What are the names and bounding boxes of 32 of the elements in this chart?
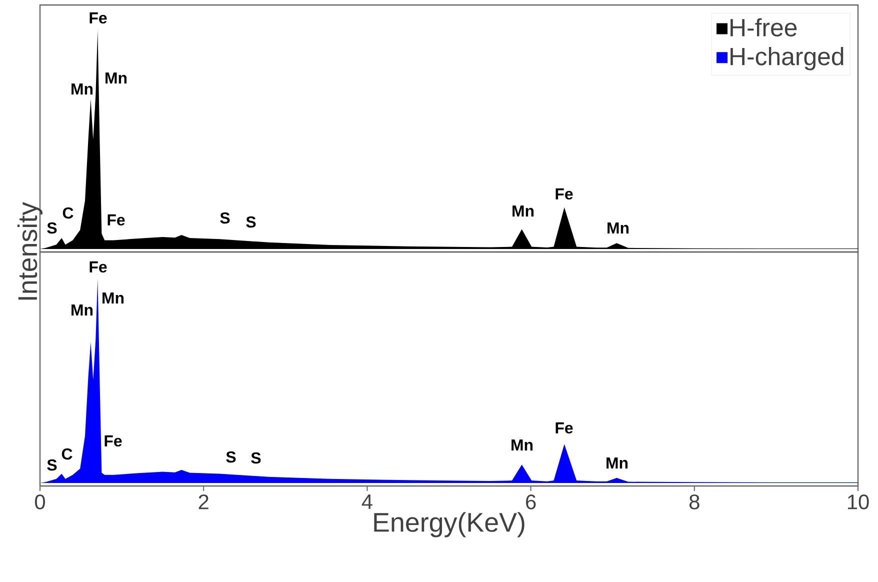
annotation: Mn <box>72 84 93 94</box>
annotation: S <box>220 212 230 224</box>
annotation: Fe <box>108 214 125 226</box>
annotation: S <box>246 216 256 228</box>
annotation: Mn <box>512 206 534 216</box>
annotation: S <box>251 452 261 464</box>
legend-label: H-charged <box>730 47 844 70</box>
annotation: Mn <box>102 292 124 304</box>
annotation: Mn <box>106 72 127 84</box>
y-axis-title: Intensity <box>17 202 42 300</box>
annotation: Fe <box>104 435 122 447</box>
annotation: Mn <box>512 440 533 450</box>
x-tick-label: 4 <box>362 494 372 509</box>
annotation: C <box>62 448 72 460</box>
annotation: Mn <box>72 304 93 316</box>
x-tick-label: 2 <box>198 494 208 510</box>
x-tick-label: 8 <box>689 494 700 510</box>
annotation: C <box>62 207 74 219</box>
annotation: Fe <box>556 422 573 434</box>
x-tick-label: 0 <box>34 494 45 510</box>
annotation: S <box>47 222 57 234</box>
annotation: S <box>47 459 57 471</box>
legend-label: H-free <box>730 18 797 36</box>
annotation: Mn <box>608 222 629 234</box>
x-axis-title: Energy(KeV) <box>374 512 524 538</box>
x-tick-label: 10 <box>848 494 869 510</box>
x-tick-label: 6 <box>526 494 536 510</box>
annotation: Fe <box>556 188 573 200</box>
annotation: S <box>226 451 236 463</box>
text: Fe <box>90 12 107 24</box>
annotation: Mn <box>606 458 628 468</box>
text: Fe <box>90 261 107 273</box>
